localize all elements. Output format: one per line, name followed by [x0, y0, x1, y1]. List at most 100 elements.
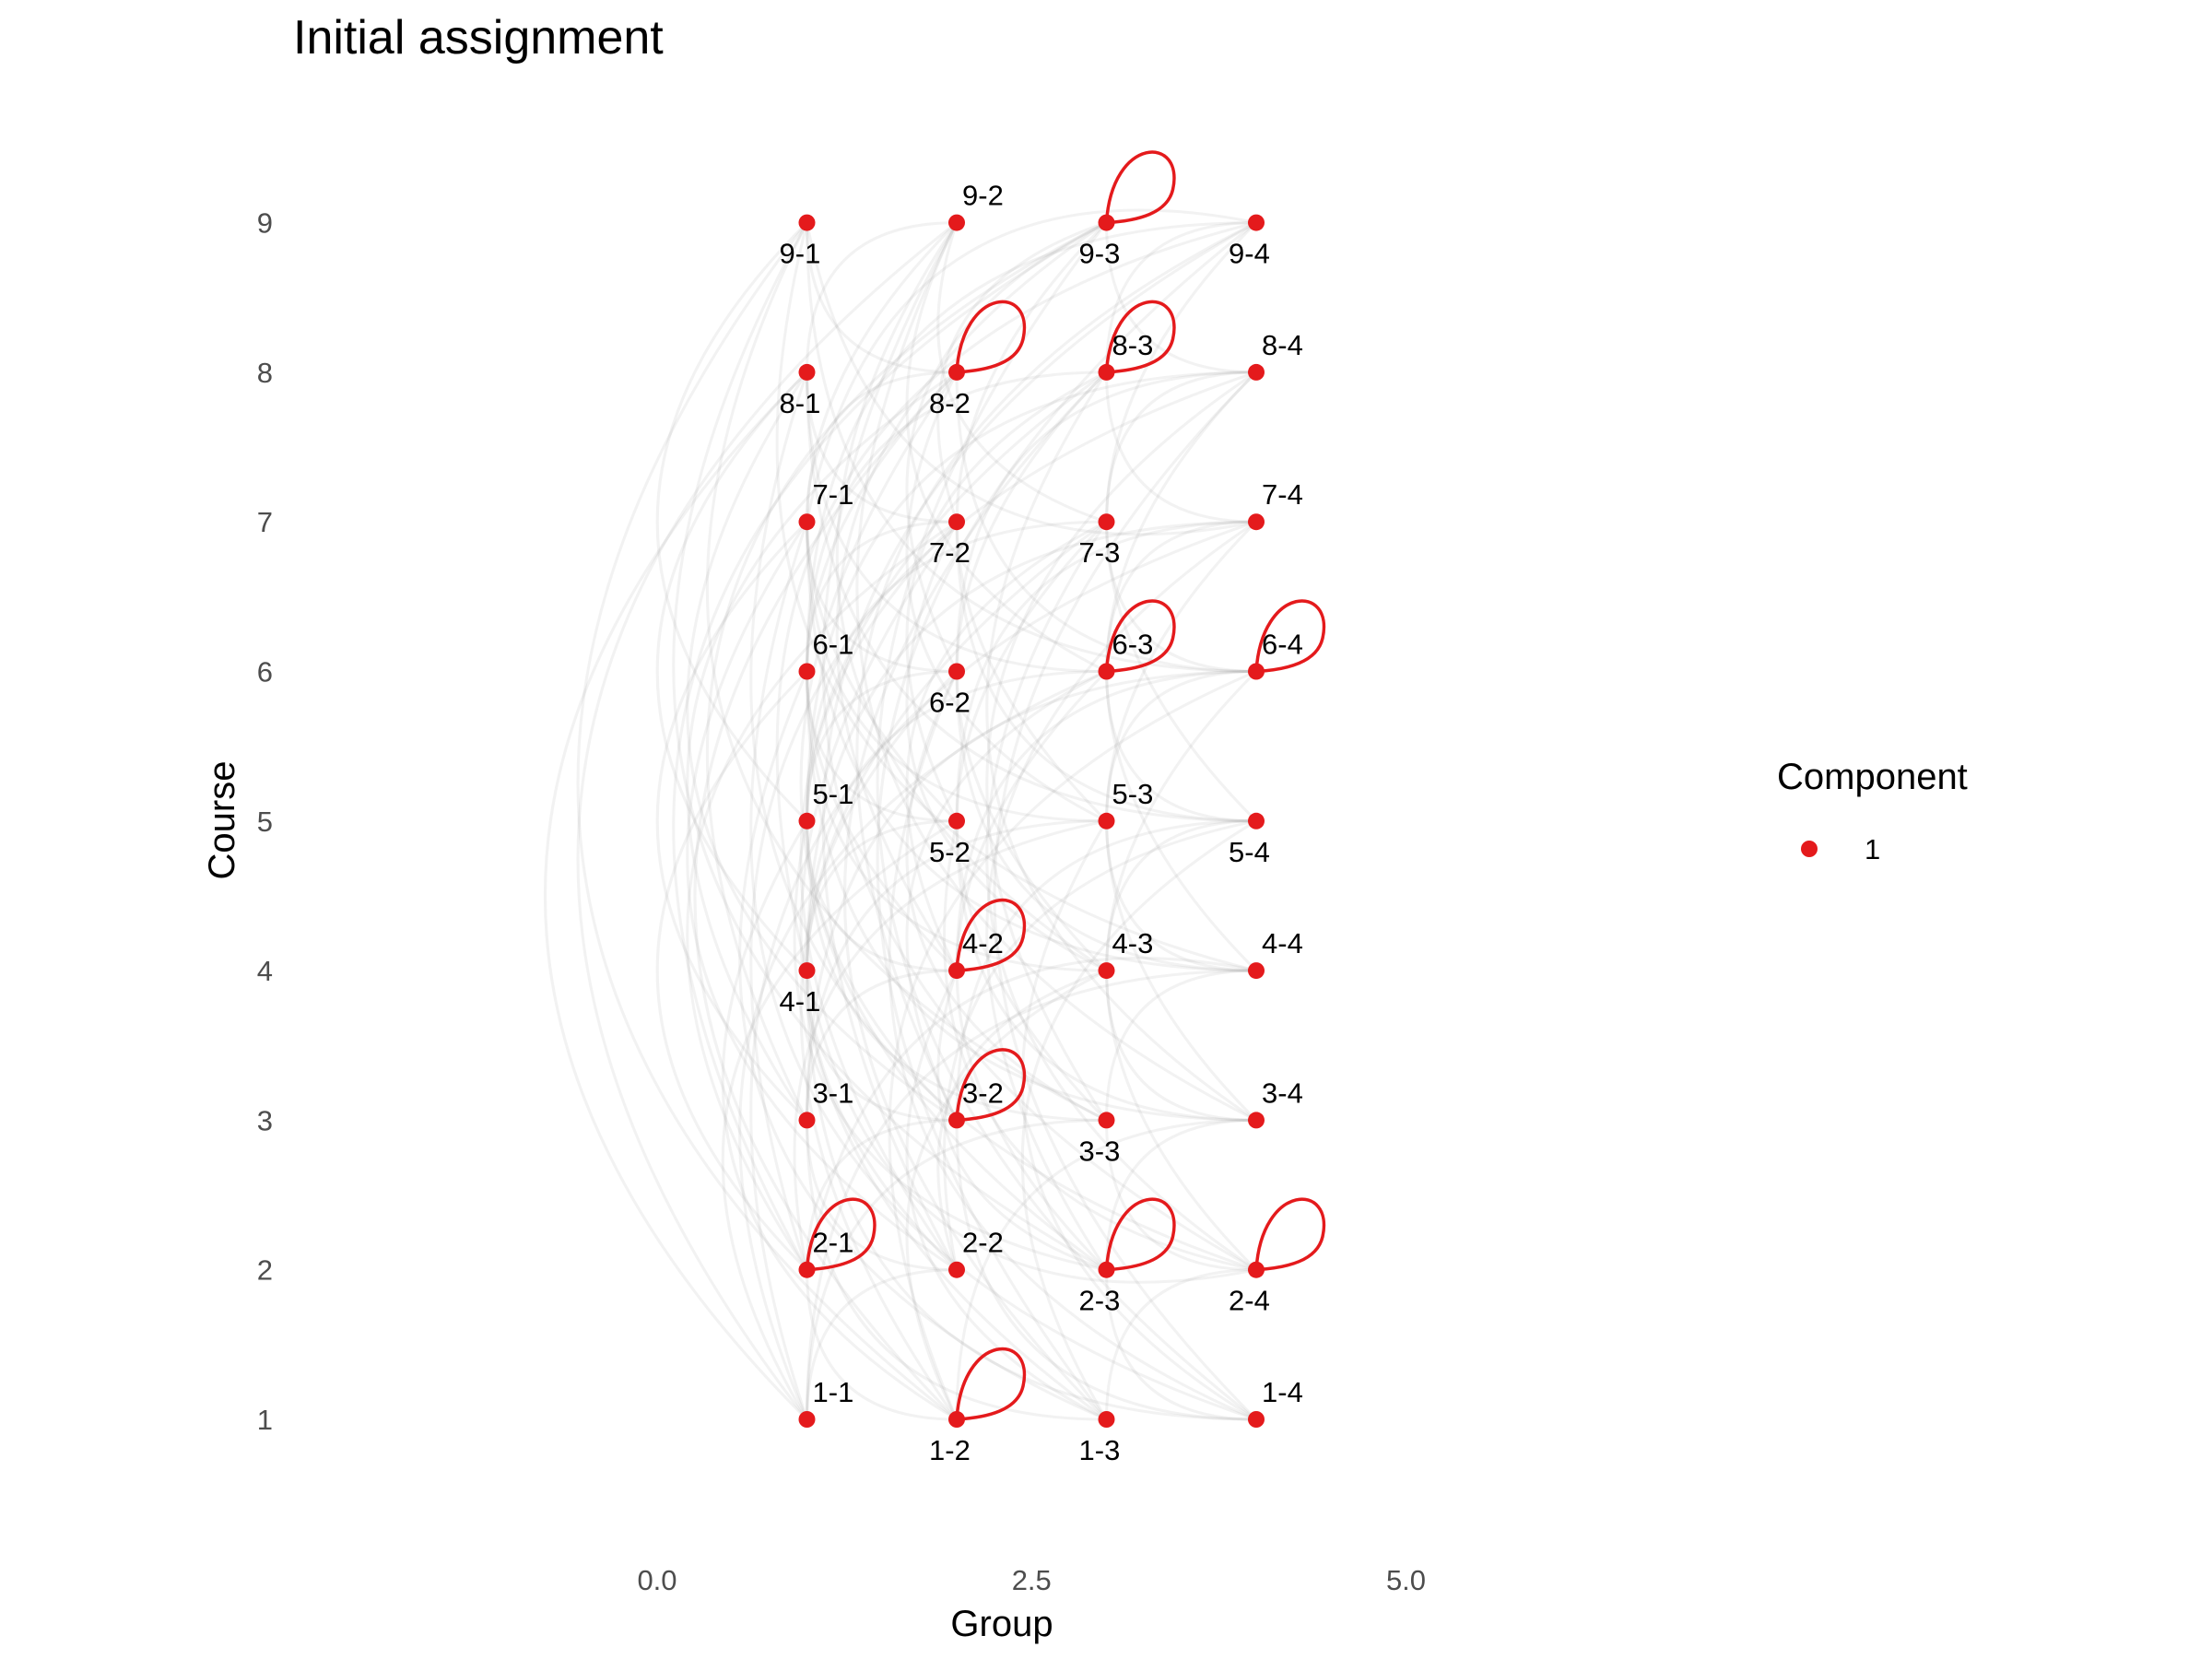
edge-2-1-8-4: [749, 371, 1257, 1271]
node-2-4: [1248, 1261, 1265, 1278]
node-8-3: [1098, 363, 1115, 381]
edge-4-2-9-3: [835, 221, 1108, 971]
node-8-4: [1248, 363, 1265, 381]
edge-1-2-8-2: [693, 371, 959, 1421]
node-label-5-1: 5-1: [813, 778, 854, 810]
edge-1-4-8-4: [993, 371, 1258, 1421]
edge-6-1-9-4: [806, 221, 1257, 672]
edge-1-4-6-2: [888, 670, 1257, 1421]
edge-3-4-5-2: [955, 820, 1257, 1122]
edge-1-3-9-4: [876, 221, 1257, 1420]
edge-2-3-3-4: [1105, 1118, 1257, 1270]
edge-8-2-9-1: [806, 222, 958, 374]
edge-2-1-9-3: [672, 221, 1108, 1271]
edge-3-3-4-4: [1105, 969, 1257, 1121]
edge-1-2-6-4: [888, 670, 1257, 1420]
edge-1-3-7-2: [799, 521, 1108, 1421]
edge-5-4-7-2: [955, 522, 1257, 823]
node-9-1: [798, 214, 816, 231]
edge-7-2-8-1: [806, 371, 958, 524]
edge-1-3-2-4: [1105, 1268, 1257, 1420]
legend-key-1: [1801, 841, 1818, 857]
node-label-6-3: 6-3: [1112, 629, 1154, 661]
edge-1-3-3-1: [806, 1120, 1107, 1421]
edge-1-2-4-3: [905, 969, 1108, 1420]
x-tick-label: 0.0: [637, 1564, 677, 1596]
edge-1-1-6-3: [738, 670, 1108, 1420]
edge-2-2-5-4: [943, 819, 1257, 1270]
edge-1-4-9-3: [876, 221, 1257, 1421]
edge-6-2-8-4: [955, 371, 1257, 672]
node-3-3: [1098, 1112, 1115, 1129]
node-8-2: [948, 363, 965, 381]
label-layer: 1-1 1-2 1-3 1-4 2-1 2-2 2-3 2-4 3-1 3-2 3-3 3-4 4-1 4…: [780, 180, 1303, 1466]
chart-title: Initial assignment: [293, 11, 664, 65]
node-label-7-3: 7-3: [1079, 536, 1121, 569]
edge-3-2-8-1: [686, 371, 958, 1122]
edge-2-3-4-2: [936, 970, 1107, 1272]
node-label-2-4: 2-4: [1229, 1285, 1270, 1317]
edge-3-4-9-2: [855, 221, 1257, 1122]
node-7-2: [948, 513, 965, 531]
node-label-5-3: 5-3: [1112, 778, 1154, 810]
node-9-4: [1248, 214, 1265, 231]
edge-6-1-8-3: [806, 371, 1107, 672]
node-5-1: [798, 812, 816, 830]
node-7-1: [798, 513, 816, 531]
edge-4-2-7-3: [905, 520, 1108, 971]
edge-8-3-9-4: [1105, 221, 1257, 372]
node-label-4-4: 4-4: [1262, 927, 1303, 959]
edge-1-1-7-4: [749, 520, 1257, 1420]
edge-1-3-4-2: [905, 970, 1108, 1421]
x-axis-title: Group: [950, 1604, 1053, 1644]
edge-3-1-5-3: [806, 819, 1107, 1121]
node-label-3-1: 3-1: [813, 1077, 854, 1109]
edge-7-3-9-2: [936, 222, 1107, 524]
edge-layer: [544, 208, 1258, 1421]
legend-label-1: 1: [1865, 833, 1880, 865]
node-label-1-1: 1-1: [813, 1376, 854, 1408]
node-label-2-3: 2-3: [1079, 1285, 1121, 1317]
edge-6-3-9-2: [905, 221, 1108, 673]
edge-2-3-8-2: [799, 371, 1108, 1271]
edge-3-1-6-4: [806, 669, 1257, 1121]
edge-4-1-9-4: [775, 221, 1257, 971]
node-5-4: [1248, 812, 1265, 830]
edge-3-4-4-3: [1105, 971, 1257, 1122]
edge-2-1-5-3: [793, 819, 1107, 1270]
node-6-2: [948, 663, 965, 680]
node-label-7-4: 7-4: [1262, 478, 1303, 511]
edge-2-2-3-1: [806, 1120, 958, 1272]
edge-2-4-4-1: [806, 970, 1257, 1284]
node-1-3: [1098, 1411, 1115, 1428]
edge-1-1-5-2: [721, 819, 958, 1420]
node-5-2: [948, 812, 965, 830]
y-tick-label: 8: [257, 357, 273, 389]
edge-1-2-9-1: [576, 221, 958, 1421]
edge-7-4-9-1: [806, 222, 1257, 536]
edge-8-4-9-3: [1105, 222, 1257, 374]
edge-3-3-8-4: [985, 371, 1257, 1122]
self-loop-2-4: [1254, 1197, 1326, 1272]
edge-2-2-9-4: [821, 221, 1257, 1271]
edge-4-4-9-1: [775, 222, 1257, 972]
edge-6-3-8-1: [806, 371, 1107, 674]
edge-3-1-9-3: [706, 221, 1108, 1122]
edge-6-3-7-4: [1105, 520, 1257, 672]
legend-title: Component: [1777, 757, 1968, 797]
node-label-2-1: 2-1: [813, 1227, 854, 1259]
node-7-3: [1098, 513, 1115, 531]
node-1-4: [1248, 1411, 1265, 1428]
node-3-2: [948, 1112, 965, 1129]
edge-7-2-9-3: [936, 221, 1107, 523]
edge-6-2-9-3: [905, 221, 1108, 673]
node-label-8-2: 8-2: [929, 387, 971, 419]
edge-4-1-6-3: [806, 669, 1107, 971]
node-6-1: [798, 663, 816, 680]
y-tick-label: 6: [257, 656, 273, 688]
edge-7-4-8-3: [1105, 371, 1257, 524]
edge-3-3-9-1: [706, 221, 1108, 1122]
loop-layer: [805, 150, 1326, 1421]
node-label-3-3: 3-3: [1079, 1135, 1121, 1167]
y-tick-label: 9: [257, 207, 273, 240]
